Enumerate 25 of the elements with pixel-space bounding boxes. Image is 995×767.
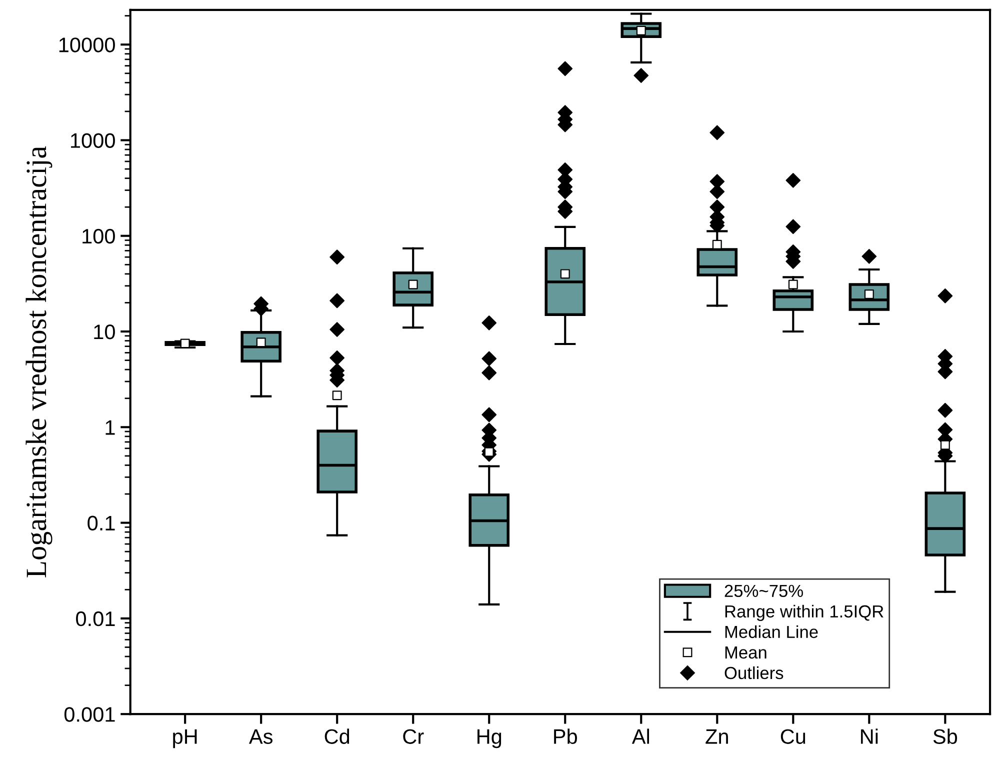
y-tick-label: 100 bbox=[82, 228, 115, 244]
x-tick-label: Pb bbox=[554, 728, 577, 744]
x-tick-label: pH bbox=[173, 729, 197, 748]
y-tick-label: 0.1 bbox=[88, 516, 115, 531]
legend-label: 25%~75% bbox=[724, 584, 803, 598]
x-tick-label: Sb bbox=[933, 728, 958, 744]
y-tick-label: 10 bbox=[94, 324, 115, 340]
x-tick-label: Cr bbox=[403, 729, 424, 744]
x-tick-label: As bbox=[248, 729, 272, 744]
annotation: Range within 1.5IQR bbox=[725, 604, 884, 622]
x-tick-label: Cd bbox=[324, 728, 350, 744]
y-axis-title: Logaritamske vrednost koncentracija bbox=[26, 146, 52, 578]
x-tick-label: Hg bbox=[478, 729, 502, 748]
x-tick-label: Zn bbox=[706, 729, 728, 744]
y-tick-label: 0.01 bbox=[76, 611, 115, 626]
y-tick-label: 1000 bbox=[71, 133, 115, 148]
legend-label: Outliers bbox=[724, 666, 784, 680]
x-tick-label: Ni bbox=[861, 728, 878, 744]
x-tick-label: Al bbox=[632, 728, 650, 744]
y-tick-label: 10000 bbox=[59, 38, 115, 52]
legend-label: Mean bbox=[725, 646, 766, 659]
y-tick-label: 1 bbox=[106, 420, 115, 435]
y-tick-label: 0.001 bbox=[64, 707, 115, 722]
annotation: Median Line bbox=[725, 625, 818, 638]
x-tick-label: Cu bbox=[780, 729, 806, 744]
